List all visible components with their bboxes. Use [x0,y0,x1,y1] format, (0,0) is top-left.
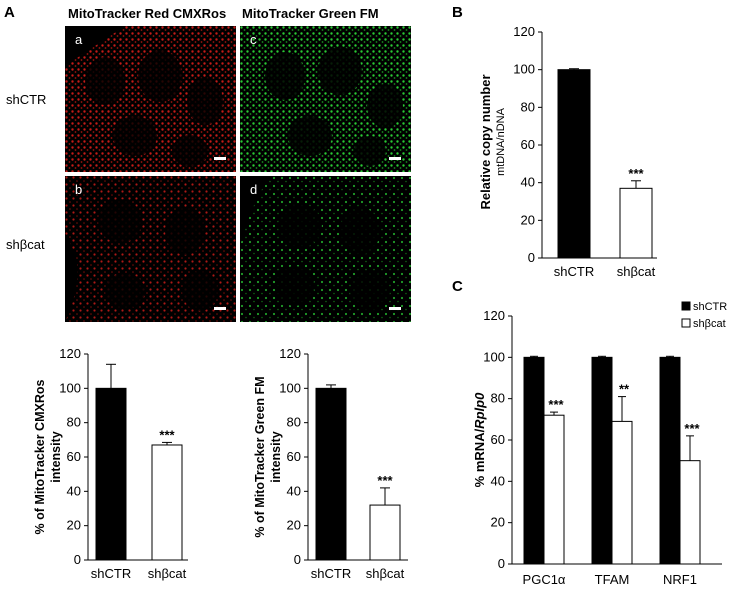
scale-bar [214,307,226,310]
x-tick-label: shβcat [366,566,405,581]
legend-swatch [681,301,691,311]
y-tick-label: 120 [279,346,301,361]
legend-label: shCTR [693,301,727,313]
bar [679,460,701,565]
subpanel-label-b: b [75,182,83,197]
bar [543,414,565,565]
y-tick-label: 80 [67,415,81,430]
y-tick-label: 20 [491,515,505,530]
chart-mrna-expression: 0 20 40 60 80 100 120 *** PGC1α ** TFAM *** NRF1 shCT… [472,301,727,587]
y-tick-label: 100 [513,62,535,77]
y-axis-label-group: % of MitoTracker Green FM intensity [253,376,283,537]
micrograph-green-shctr-image [240,26,411,172]
y-tick-label: 20 [521,212,535,227]
row-label-shctr: shCTR [6,92,47,107]
subpanel-label-d: d [250,182,258,197]
y-tick-label: 80 [491,391,505,406]
bar [315,387,347,561]
significance-label: *** [684,421,700,436]
subpanel-label-c: c [250,32,257,47]
x-tick-label: shβcat [148,566,187,581]
panel-letter-a: A [4,4,15,21]
panel-letter-b: B [452,4,463,21]
chart-mitotracker-green: 0 20 40 60 80 100 120 shCTR *** shβcat % of MitoTr… [253,346,408,581]
bar [611,420,633,565]
x-tick-label: shCTR [554,264,594,278]
y-tick-label: 0 [528,250,535,265]
column-title-red: MitoTracker Red CMXRos [68,6,227,21]
y-tick-label: 40 [67,483,81,498]
y-tick-label: 0 [498,556,505,571]
y-tick-label: 40 [287,483,301,498]
y-axis-label-gene: Rplp0 [472,392,487,429]
y-tick-label: 20 [67,518,81,533]
y-axis-sublabel: mtDNA/nDNA [495,107,507,176]
row-label-shbcat: shβcat [6,237,45,252]
x-tick-label: shCTR [91,566,131,581]
significance-label: *** [377,473,393,488]
bar [557,69,591,259]
chart-mitotracker-cmxros: 0 20 40 60 80 100 120 shCTR *** shβcat % of MitoTr… [33,346,188,581]
y-axis-label-text: % mRNA/ [472,428,487,487]
scale-bar [214,157,226,160]
y-axis-label: % mRNA/Rplp0 [472,392,487,487]
x-tick-label: shβcat [617,264,656,278]
x-tick-label: NRF1 [663,572,697,587]
y-tick-label: 80 [287,415,301,430]
bar [369,504,401,561]
y-axis-label: % of MitoTracker Green FM [253,376,267,537]
y-axis-label: Relative copy number [478,74,493,209]
bar [151,444,183,561]
legend-swatch [681,318,691,328]
bar [619,187,653,259]
bar [523,356,545,565]
y-tick-label: 60 [287,449,301,464]
scale-bar [389,307,401,310]
micrograph-red-shctr-image [65,26,236,172]
micrograph-green-shbcat: d [240,176,411,322]
bar [591,356,613,565]
y-tick-label: 40 [491,473,505,488]
micrograph-red-shctr: a [65,26,236,172]
x-tick-label: shCTR [311,566,351,581]
y-tick-label: 120 [483,308,505,323]
panel-letter-c: C [452,278,463,295]
y-axis-label-group: % mRNA/Rplp0 [472,392,487,487]
y-axis-label-group: % of MitoTracker CMXRos intensity [33,380,63,535]
y-axis-label: % of MitoTracker CMXRos [33,380,47,535]
bar [95,387,127,561]
scale-bar [389,157,401,160]
y-tick-label: 100 [59,380,81,395]
y-axis-label-group: Relative copy number mtDNA/nDNA [478,74,507,209]
y-tick-label: 80 [521,99,535,114]
y-tick-label: 120 [59,346,81,361]
micrograph-red-shbcat-image [65,176,236,322]
y-tick-label: 100 [279,380,301,395]
legend-label: shβcat [693,318,726,330]
significance-label: *** [159,427,175,442]
y-tick-label: 0 [294,552,301,567]
significance-label: ** [619,382,630,397]
significance-label: *** [548,397,564,412]
y-tick-label: 100 [483,349,505,364]
y-axis-label-line2: intensity [269,431,283,482]
significance-label: *** [628,166,644,181]
micrograph-red-shbcat: b [65,176,236,322]
y-tick-label: 120 [513,24,535,39]
x-tick-label: TFAM [595,572,630,587]
chart-relative-copy-number: 0 20 40 60 80 100 120 shCTR *** shβcat Relative co… [478,24,657,278]
y-tick-label: 60 [67,449,81,464]
y-tick-label: 40 [521,175,535,190]
y-tick-label: 60 [521,137,535,152]
bar [659,356,681,565]
micrograph-green-shbcat-image [240,176,411,322]
y-tick-label: 0 [74,552,81,567]
y-tick-label: 60 [491,432,505,447]
x-tick-label: PGC1α [523,572,566,587]
y-tick-label: 20 [287,518,301,533]
micrograph-green-shctr: c [240,26,411,172]
subpanel-label-a: a [75,32,83,47]
column-title-green: MitoTracker Green FM [242,6,379,21]
y-axis-label-line2: intensity [49,431,63,482]
